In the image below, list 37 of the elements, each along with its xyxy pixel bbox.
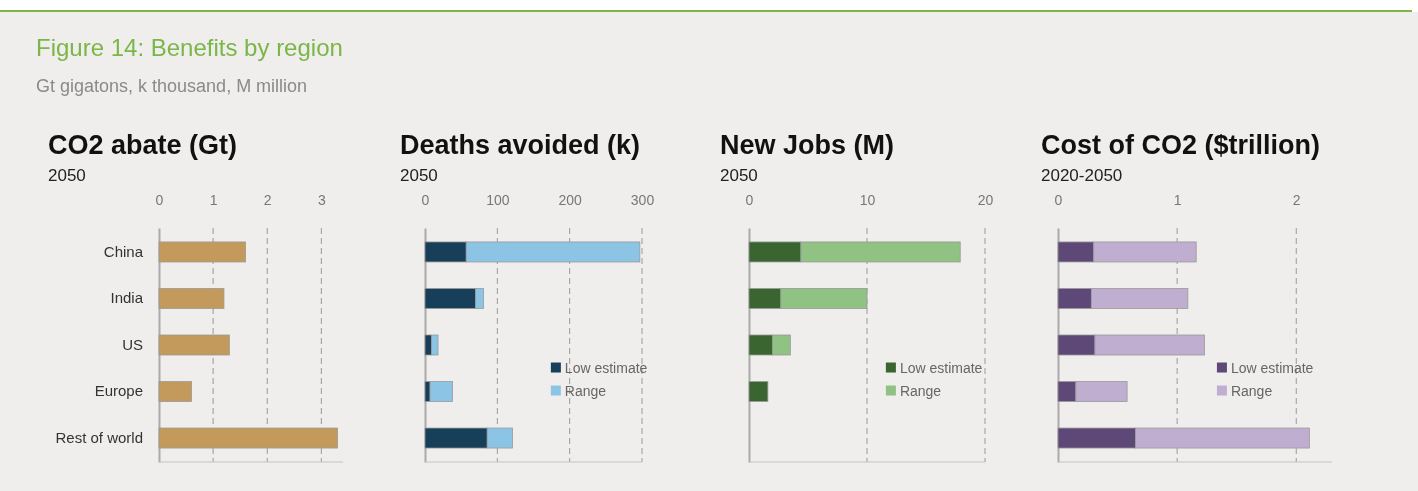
y-tick-label: China bbox=[103, 242, 144, 260]
x-tick-label: 300 bbox=[630, 192, 655, 208]
x-tick-label: 0 bbox=[155, 192, 164, 208]
y-tick-label: Rest of world bbox=[55, 428, 143, 446]
x-tick-label: 0 bbox=[1054, 192, 1063, 208]
chart-title: Deaths avoided (k) bbox=[400, 130, 641, 160]
x-tick-label: 0 bbox=[421, 192, 430, 208]
legend-label: Range bbox=[564, 382, 607, 399]
legend-label: Range bbox=[1230, 382, 1273, 399]
x-tick-label: 0 bbox=[745, 192, 754, 208]
x-tick-label: 20 bbox=[977, 192, 994, 208]
x-tick-label: 10 bbox=[859, 192, 876, 208]
y-tick-label: Europe bbox=[94, 382, 143, 400]
legend-label: Range bbox=[899, 382, 942, 399]
legend-label: Low estimate bbox=[899, 359, 983, 376]
chart-subtitle: 2050 bbox=[48, 166, 86, 185]
x-tick-label: 100 bbox=[486, 192, 510, 208]
x-tick-label: 2 bbox=[1292, 192, 1301, 208]
chart-title: Cost of CO2 ($trillion) bbox=[1041, 130, 1320, 160]
chart-subtitle: 2050 bbox=[400, 166, 438, 185]
y-tick-label: US bbox=[122, 335, 143, 353]
x-tick-label: 3 bbox=[317, 192, 326, 208]
y-tick-label: India bbox=[110, 289, 144, 307]
chart-title: New Jobs (M) bbox=[720, 130, 895, 160]
bar bbox=[748, 381, 769, 402]
caption: Figure 14: Benefits by region bbox=[36, 34, 343, 61]
x-tick-label: 2 bbox=[263, 192, 272, 208]
text: Gt gigatons, k thousand, M million bbox=[36, 76, 308, 96]
legend-label: Low estimate bbox=[564, 359, 648, 376]
legend-label: Low estimate bbox=[1230, 359, 1314, 376]
chart-subtitle: 2020-2050 bbox=[1041, 166, 1123, 185]
bar bbox=[158, 381, 192, 402]
x-tick-label: 200 bbox=[558, 192, 583, 208]
chart-title: CO2 abate (Gt) bbox=[48, 130, 238, 160]
chart-subtitle: 2050 bbox=[720, 166, 758, 185]
x-tick-label: 1 bbox=[209, 192, 218, 208]
x-tick-label: 1 bbox=[1173, 192, 1182, 208]
